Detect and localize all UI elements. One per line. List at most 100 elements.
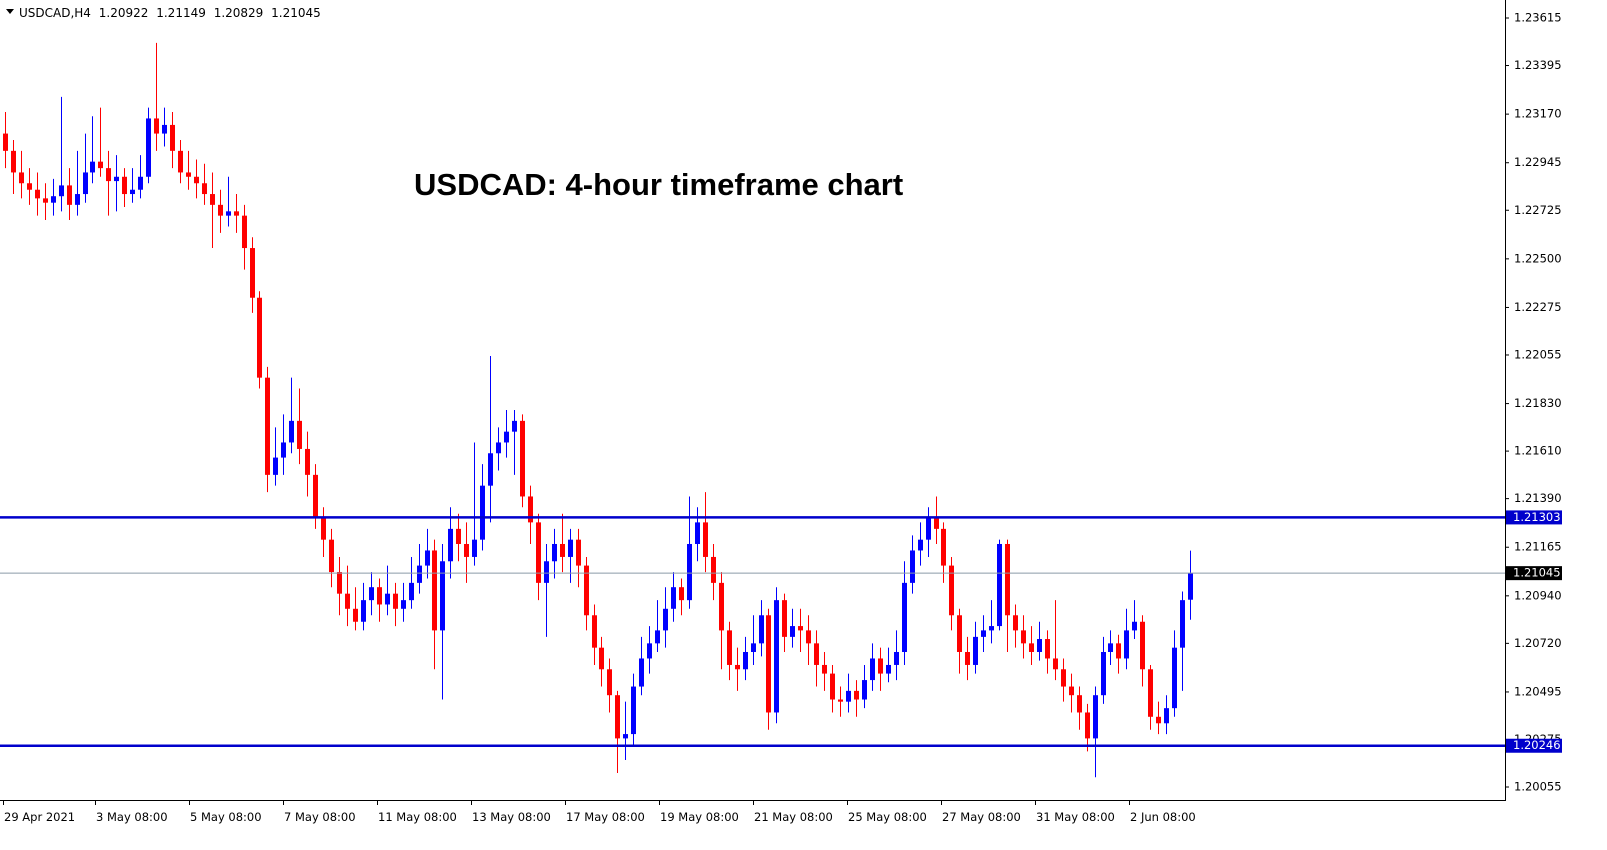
x-tick-label: 13 May 08:00 bbox=[472, 810, 551, 824]
chart-header: USDCAD,H4 1.20922 1.21149 1.20829 1.2104… bbox=[19, 6, 321, 20]
candle-body bbox=[385, 593, 390, 605]
level-label: 1.20246 bbox=[1513, 738, 1561, 752]
y-tick-label: 1.23395 bbox=[1514, 58, 1562, 72]
y-tick-label: 1.23615 bbox=[1514, 11, 1562, 25]
candle-body bbox=[1029, 643, 1034, 652]
candle-body bbox=[35, 189, 40, 199]
candle-body bbox=[1132, 621, 1137, 631]
symbol-menu-arrow[interactable] bbox=[6, 9, 14, 14]
candle-body bbox=[751, 643, 756, 652]
candle-body bbox=[11, 150, 16, 173]
candle-body bbox=[98, 161, 103, 169]
symbol: USDCAD,H4 bbox=[19, 6, 91, 20]
candle-body bbox=[631, 686, 636, 735]
y-tick-label: 1.21610 bbox=[1514, 444, 1562, 458]
candle-body bbox=[1180, 600, 1185, 648]
candle-body bbox=[432, 550, 437, 631]
candle-body bbox=[790, 626, 795, 637]
candle-body bbox=[194, 176, 199, 184]
y-tick-label: 1.20720 bbox=[1514, 636, 1562, 650]
candle-body bbox=[870, 658, 875, 681]
candle-body bbox=[1045, 639, 1050, 659]
candle-body bbox=[289, 420, 294, 443]
candle-body bbox=[727, 630, 732, 665]
candle-body bbox=[265, 377, 270, 475]
candle-body bbox=[782, 600, 787, 637]
candle-body bbox=[353, 608, 358, 622]
candle-body bbox=[902, 582, 907, 652]
candle-body bbox=[623, 734, 628, 739]
candle-body bbox=[1077, 695, 1082, 713]
candle-body bbox=[599, 647, 604, 670]
candle-body bbox=[806, 630, 811, 644]
candle-body bbox=[242, 215, 247, 249]
candle-body bbox=[957, 615, 962, 652]
candle-body bbox=[1013, 615, 1018, 631]
close-value: 1.21045 bbox=[271, 6, 321, 20]
candle-body bbox=[138, 176, 143, 190]
candle-body bbox=[250, 248, 255, 298]
candle-body bbox=[679, 587, 684, 601]
candle-body bbox=[703, 522, 708, 557]
x-tick-label: 19 May 08:00 bbox=[660, 810, 739, 824]
y-tick-label: 1.22500 bbox=[1514, 251, 1562, 265]
candle-body bbox=[639, 658, 644, 687]
y-tick-label: 1.21830 bbox=[1514, 396, 1562, 410]
x-tick-label: 5 May 08:00 bbox=[190, 810, 262, 824]
candle-body bbox=[1188, 573, 1193, 600]
y-tick-label: 1.21165 bbox=[1514, 540, 1562, 554]
candle-body bbox=[409, 582, 414, 601]
candle-body bbox=[1156, 716, 1161, 724]
axes: 1.23615 1.23395 1.23170 1.22945 1.22725 1.225… bbox=[3, 11, 1562, 824]
candle-body bbox=[377, 587, 382, 605]
candle-body bbox=[576, 539, 581, 566]
candle-body bbox=[114, 176, 119, 182]
candle-body bbox=[830, 673, 835, 700]
candle-body bbox=[584, 565, 589, 616]
candle-body bbox=[528, 496, 533, 523]
candle-body bbox=[1093, 695, 1098, 739]
candle-body bbox=[90, 161, 95, 173]
x-tick-label: 25 May 08:00 bbox=[848, 810, 927, 824]
candle-body bbox=[361, 600, 366, 622]
candle-body bbox=[965, 651, 970, 665]
candle-body bbox=[997, 543, 1002, 627]
candle-body bbox=[425, 550, 430, 566]
candle-body bbox=[488, 453, 493, 486]
current-price-box bbox=[1506, 566, 1562, 581]
level-box bbox=[1506, 738, 1562, 753]
y-tick-label: 1.20495 bbox=[1514, 684, 1562, 698]
candle-body bbox=[568, 539, 573, 557]
x-tick-label: 11 May 08:00 bbox=[378, 810, 457, 824]
x-tick-label: 21 May 08:00 bbox=[754, 810, 833, 824]
candle-body bbox=[918, 539, 923, 551]
candle-body bbox=[886, 664, 891, 674]
x-tick-label: 7 May 08:00 bbox=[284, 810, 356, 824]
candle-body bbox=[1124, 630, 1129, 659]
candle-body bbox=[106, 168, 111, 182]
candle-body bbox=[838, 699, 843, 702]
y-tick-label: 1.23170 bbox=[1514, 107, 1562, 121]
candle-body bbox=[854, 690, 859, 700]
x-tick-label: 2 Jun 08:00 bbox=[1130, 810, 1196, 824]
candle-body bbox=[607, 669, 612, 696]
current-price-label: 1.21045 bbox=[1513, 566, 1561, 580]
candle-body bbox=[83, 172, 88, 195]
y-tick-label: 1.21390 bbox=[1514, 491, 1562, 505]
candle-body bbox=[735, 664, 740, 670]
candle-body bbox=[3, 133, 8, 151]
level-box bbox=[1506, 510, 1562, 525]
candle-body bbox=[615, 695, 620, 739]
candle-body bbox=[1116, 643, 1121, 659]
candle-body bbox=[592, 615, 597, 648]
candle-body bbox=[218, 204, 223, 216]
candle-body bbox=[1108, 643, 1113, 652]
candle-body bbox=[695, 522, 700, 544]
candle-body bbox=[1164, 708, 1169, 724]
candle-body bbox=[926, 518, 931, 540]
candle-body bbox=[1148, 669, 1153, 717]
candle-body bbox=[448, 528, 453, 562]
candle-body bbox=[210, 194, 215, 205]
